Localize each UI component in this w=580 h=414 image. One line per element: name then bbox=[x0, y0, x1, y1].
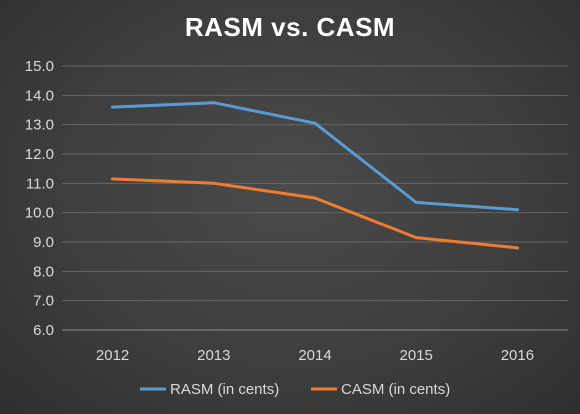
x-axis-tick-labels: 2012 2013 2014 2015 2016 bbox=[96, 347, 534, 364]
legend-label: RASM (in cents) bbox=[170, 381, 279, 398]
y-tick-label: 12.0 bbox=[25, 146, 54, 163]
x-tick-label: 2016 bbox=[501, 347, 534, 364]
data-point bbox=[414, 236, 418, 240]
gridlines bbox=[62, 65, 568, 331]
y-tick-label: 7.0 bbox=[33, 293, 54, 310]
series-line bbox=[111, 177, 519, 250]
chart-title: RASM vs. CASM bbox=[184, 12, 396, 42]
y-tick-label: 8.0 bbox=[33, 263, 54, 280]
data-point bbox=[212, 101, 216, 105]
data-point bbox=[414, 200, 418, 204]
y-axis-tick-labels: 6.0 7.0 8.0 9.0 10.0 11.0 12.0 13.0 14.0 15.0 bbox=[25, 58, 54, 339]
y-tick-label: 11.0 bbox=[26, 175, 54, 192]
series-line bbox=[111, 101, 519, 212]
y-tick-label: 15.0 bbox=[25, 58, 54, 75]
x-tick-label: 2012 bbox=[96, 347, 129, 364]
y-tick-label: 6.0 bbox=[33, 322, 54, 339]
x-tick-label: 2013 bbox=[197, 347, 230, 364]
y-tick-label: 10.0 bbox=[25, 205, 54, 222]
y-tick-label: 13.0 bbox=[25, 117, 54, 134]
series-lines bbox=[111, 101, 519, 250]
data-point bbox=[212, 181, 216, 185]
data-point bbox=[515, 246, 519, 250]
x-tick-label: 2015 bbox=[400, 347, 433, 364]
data-point bbox=[313, 121, 317, 125]
legend: RASM (in cents) CASM (in cents) bbox=[140, 381, 450, 398]
data-point bbox=[111, 105, 115, 109]
y-tick-label: 14.0 bbox=[25, 87, 54, 104]
data-point bbox=[515, 208, 519, 212]
data-point bbox=[111, 177, 115, 181]
data-point bbox=[313, 196, 317, 200]
x-tick-label: 2014 bbox=[298, 347, 331, 364]
y-tick-label: 9.0 bbox=[33, 234, 54, 251]
legend-label: CASM (in cents) bbox=[341, 381, 450, 398]
